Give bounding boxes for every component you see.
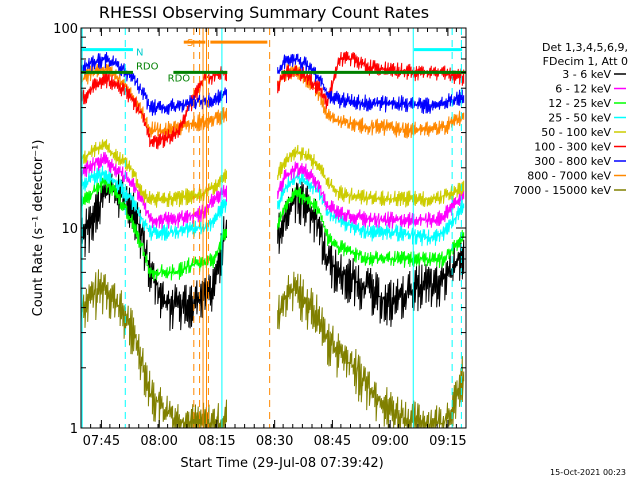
- y-axis-label: Count Rate (s⁻¹ detector⁻¹): [31, 140, 46, 317]
- legend-label-100-300-kev: 100 - 300 keV: [534, 141, 611, 154]
- legend-label-7000-15000-kev: 7000 - 15000 keV: [513, 184, 611, 197]
- legend-label-6-12-kev: 6 - 12 keV: [555, 83, 611, 96]
- y-tick-label: 1: [70, 422, 78, 437]
- series-300-800-kev: [80, 52, 465, 116]
- rdo-label-1: RDO: [136, 61, 159, 72]
- legend-label-800-7000-kev: 800 - 7000 keV: [527, 170, 611, 183]
- y-tick-label: 100: [53, 22, 78, 37]
- y-tick-label: 10: [61, 222, 78, 237]
- series-800-7000-kev: [80, 62, 465, 139]
- legend-header-line: FDecim 1, Att 0: [543, 55, 628, 68]
- axis-layer: 07:45 08:00 08:15 08:30 08:45 09:00 09:15 1 10 10…: [53, 22, 466, 449]
- timestamp: 15-Oct-2021 00:23: [550, 468, 626, 477]
- x-tick-label: 08:30: [256, 434, 293, 449]
- legend-label-3-6-kev: 3 - 6 keV: [562, 68, 611, 81]
- x-tick-label: 08:00: [140, 434, 177, 449]
- x-tick-label: 09:15: [429, 434, 466, 449]
- legend-label-25-50-kev: 25 - 50 keV: [548, 112, 611, 125]
- x-tick-label: 07:45: [83, 434, 120, 449]
- legend: Det 1,3,4,5,6,9,FDecim 1, Att 03 - 6 keV…: [513, 41, 628, 197]
- series-25-50-kev: [80, 165, 465, 247]
- legend-label-12-25-kev: 12 - 25 keV: [548, 97, 611, 110]
- rdo-label-2: RDO: [168, 73, 191, 84]
- series-layer: [80, 51, 465, 429]
- s-label: S: [187, 38, 193, 49]
- x-tick-label: 08:45: [314, 434, 351, 449]
- legend-label-300-800-kev: 300 - 800 keV: [534, 155, 611, 168]
- x-axis-label: Start Time (29-Jul-08 07:39:42): [180, 456, 383, 471]
- marker-layer: N RDO RDO S: [81, 28, 466, 428]
- n-label: N: [136, 48, 143, 59]
- x-tick-label: 08:15: [198, 434, 235, 449]
- series-6-12-kev: [80, 151, 465, 229]
- legend-header-line: Det 1,3,4,5,6,9,: [542, 41, 628, 54]
- series-7000-15000-kev: [80, 269, 465, 429]
- chart-title: RHESSI Observing Summary Count Rates: [99, 3, 429, 22]
- series-50-100-kev: [80, 139, 465, 208]
- legend-label-50-100-kev: 50 - 100 keV: [541, 126, 611, 139]
- x-tick-label: 09:00: [371, 434, 408, 449]
